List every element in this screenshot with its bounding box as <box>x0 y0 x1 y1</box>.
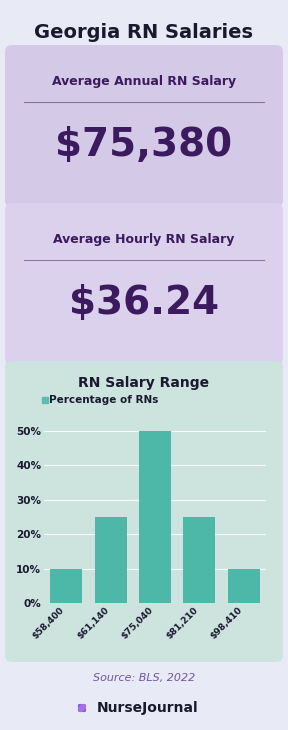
Bar <box>95 517 127 603</box>
Text: $75,380: $75,380 <box>55 126 233 164</box>
Bar <box>139 431 171 603</box>
Text: Georgia RN Salaries: Georgia RN Salaries <box>35 23 253 42</box>
FancyBboxPatch shape <box>5 361 283 662</box>
Bar <box>228 569 260 603</box>
FancyBboxPatch shape <box>5 45 283 207</box>
Text: Average Hourly RN Salary: Average Hourly RN Salary <box>53 234 235 247</box>
Text: NurseJournal: NurseJournal <box>97 701 199 715</box>
FancyBboxPatch shape <box>5 203 283 365</box>
Ellipse shape <box>78 704 86 712</box>
Bar <box>183 517 215 603</box>
Bar <box>50 569 82 603</box>
Text: $36.24: $36.24 <box>69 284 219 322</box>
Ellipse shape <box>78 704 86 712</box>
Ellipse shape <box>78 704 86 712</box>
Text: RN Salary Range: RN Salary Range <box>78 376 210 390</box>
Text: Average Annual RN Salary: Average Annual RN Salary <box>52 75 236 88</box>
Text: Source: BLS, 2022: Source: BLS, 2022 <box>93 673 195 683</box>
Text: Percentage of RNs: Percentage of RNs <box>49 395 158 405</box>
Ellipse shape <box>78 704 86 712</box>
